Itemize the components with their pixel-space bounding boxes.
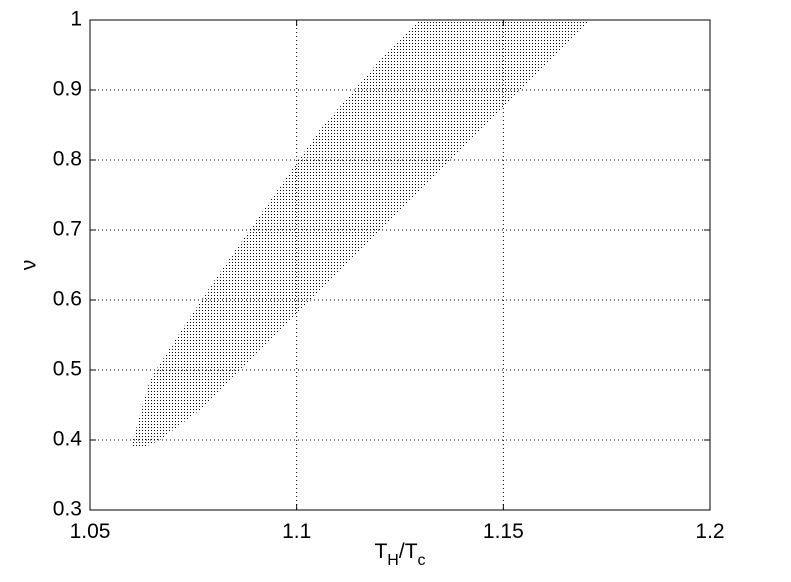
y-tick-label: 0.3 bbox=[53, 498, 82, 521]
x-tick-label: 1.05 bbox=[70, 520, 111, 543]
y-tick-label: 0.5 bbox=[53, 358, 82, 381]
y-tick-label: 0.9 bbox=[53, 78, 82, 101]
y-tick-label: 0.8 bbox=[53, 148, 82, 171]
y-axis-label: ν bbox=[18, 260, 41, 271]
x-tick-label: 1.1 bbox=[282, 520, 311, 543]
x-label-part: /T bbox=[399, 540, 418, 563]
x-label-sub: H bbox=[387, 552, 399, 569]
x-tick-label: 1.15 bbox=[483, 520, 524, 543]
x-label-part: T bbox=[374, 540, 387, 563]
y-tick-label: 0.4 bbox=[53, 428, 83, 451]
y-tick-label: 1 bbox=[70, 8, 82, 31]
shaded-region bbox=[132, 20, 591, 447]
ticks: 1.05 1.1 1.15 1.2 0.3 0.4 0.5 0.6 0.7 0.8 0.9 1 bbox=[53, 8, 725, 543]
x-tick-label: 1.2 bbox=[695, 520, 724, 543]
x-axis-label: TH/Tc bbox=[374, 540, 425, 569]
x-label-sub: c bbox=[418, 552, 426, 569]
axes-box bbox=[89, 19, 711, 511]
marks bbox=[132, 20, 591, 447]
y-tick-label: 0.7 bbox=[53, 218, 82, 241]
y-tick-label: 0.6 bbox=[53, 288, 82, 311]
